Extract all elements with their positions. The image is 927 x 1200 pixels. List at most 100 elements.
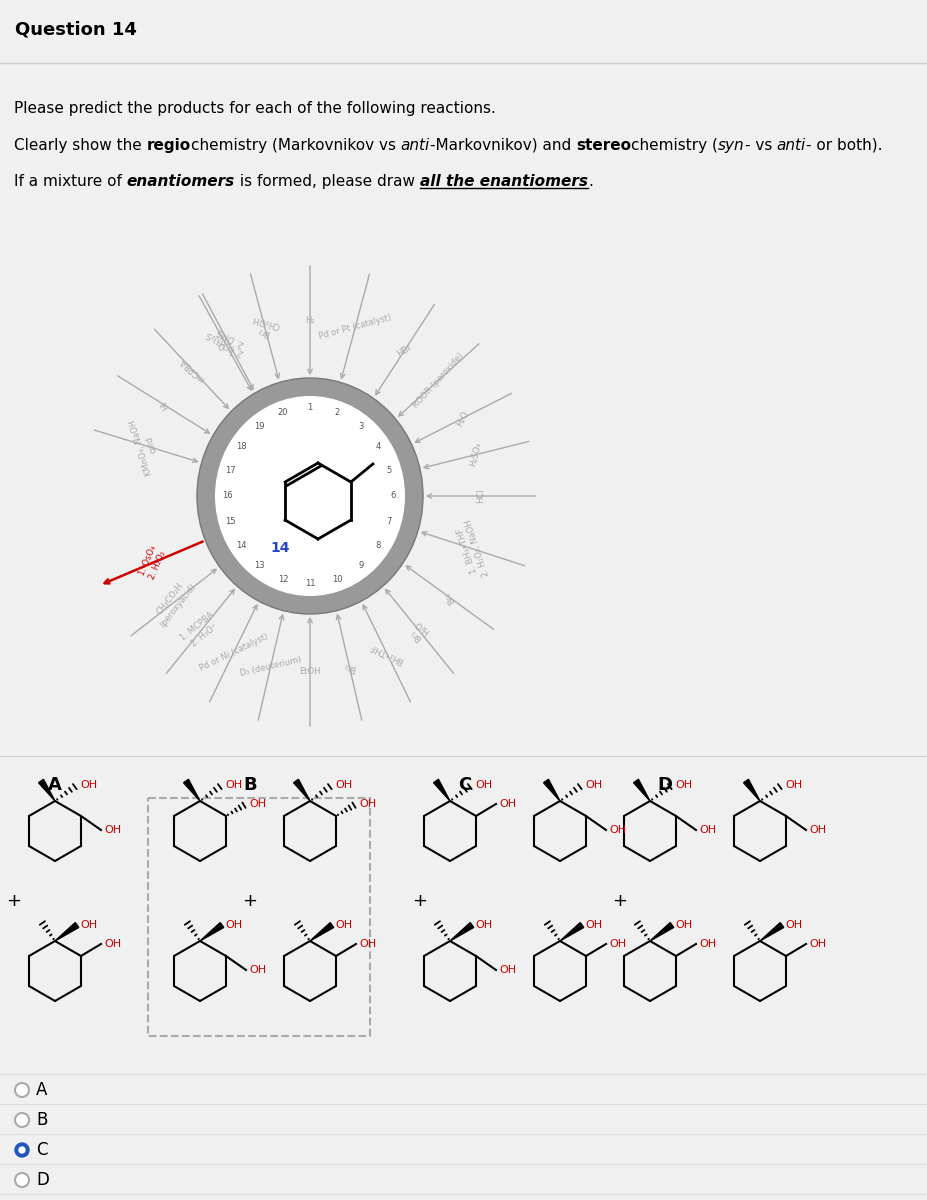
Text: 14: 14 — [270, 541, 289, 554]
Text: A: A — [48, 776, 62, 794]
Text: OH: OH — [608, 938, 626, 949]
Text: Please predict the products for each of the following reactions.: Please predict the products for each of … — [14, 101, 495, 116]
Text: 12: 12 — [277, 575, 288, 583]
Text: 2. (CH₃)₂S: 2. (CH₃)₂S — [205, 330, 246, 358]
Text: OH: OH — [224, 920, 242, 930]
Text: 18: 18 — [236, 442, 247, 451]
Text: 11: 11 — [304, 580, 315, 588]
Text: +: + — [242, 892, 257, 910]
Text: Clearly show the: Clearly show the — [14, 138, 146, 152]
Text: Br₂: Br₂ — [441, 589, 456, 605]
Polygon shape — [293, 779, 310, 802]
Text: 1: 1 — [307, 403, 312, 413]
Text: mCPBA: mCPBA — [177, 355, 206, 383]
Text: OH: OH — [584, 780, 602, 790]
Text: 7: 7 — [387, 517, 391, 527]
Polygon shape — [450, 923, 474, 941]
Ellipse shape — [197, 378, 423, 614]
Text: .: . — [587, 174, 592, 188]
Text: 10: 10 — [332, 575, 342, 583]
Circle shape — [19, 1147, 25, 1153]
Circle shape — [15, 1174, 29, 1187]
Text: Question 14: Question 14 — [15, 20, 136, 38]
Text: BH₃•THF: BH₃•THF — [368, 641, 404, 665]
Text: OH: OH — [104, 938, 121, 949]
Text: OH: OH — [248, 965, 266, 974]
Polygon shape — [200, 923, 223, 941]
Text: regio: regio — [146, 138, 191, 152]
Text: 17: 17 — [225, 466, 235, 475]
Text: 15: 15 — [225, 517, 235, 527]
Text: OH: OH — [698, 938, 716, 949]
Text: 20: 20 — [277, 408, 288, 418]
Text: A: A — [36, 1081, 47, 1099]
Polygon shape — [55, 923, 79, 941]
Text: 6: 6 — [390, 492, 395, 500]
Text: KMnO₄, NaOH
cold: KMnO₄, NaOH cold — [129, 415, 164, 476]
Text: 5: 5 — [387, 466, 391, 475]
Text: -Markovnikov) and: -Markovnikov) and — [429, 138, 576, 152]
Text: 1. BH₃•THF
2. H₂O₂, NaOH: 1. BH₃•THF 2. H₂O₂, NaOH — [453, 517, 490, 581]
Text: 1. OsO₄
2. H₂O₂: 1. OsO₄ 2. H₂O₂ — [137, 545, 167, 581]
Text: 2: 2 — [334, 408, 339, 418]
Text: OH: OH — [698, 826, 716, 835]
Text: anti: anti — [400, 138, 429, 152]
Text: 1. MCPBA
2. H₃O⁺: 1. MCPBA 2. H₃O⁺ — [179, 611, 222, 652]
Text: syn: syn — [717, 138, 743, 152]
Text: OH: OH — [674, 780, 692, 790]
Text: 8: 8 — [375, 541, 381, 551]
Text: OH: OH — [584, 920, 602, 930]
Text: OH: OH — [784, 920, 801, 930]
Text: OH: OH — [335, 780, 351, 790]
Text: B: B — [243, 776, 257, 794]
Text: C: C — [36, 1141, 47, 1159]
Text: If a mixture of: If a mixture of — [14, 174, 127, 188]
Text: 3: 3 — [358, 421, 363, 431]
Text: OH: OH — [608, 826, 626, 835]
Text: OH: OH — [784, 780, 801, 790]
Text: EtOH: EtOH — [298, 667, 321, 676]
Text: Br₂
CH₃OH: Br₂ CH₃OH — [248, 313, 281, 340]
Text: D₂ (deuterium): D₂ (deuterium) — [239, 655, 302, 678]
Text: Br₂: Br₂ — [342, 661, 356, 672]
Text: H₂O: H₂O — [454, 409, 470, 427]
Text: anti: anti — [776, 138, 806, 152]
Text: Pd or Ni (catalyst): Pd or Ni (catalyst) — [197, 632, 269, 673]
Text: HCl: HCl — [476, 488, 485, 503]
Polygon shape — [543, 779, 559, 802]
Text: OH: OH — [80, 920, 97, 930]
Text: Pd or Pt (catalyst): Pd or Pt (catalyst) — [318, 313, 392, 341]
Ellipse shape — [215, 396, 404, 596]
Circle shape — [15, 1082, 29, 1097]
Text: OH: OH — [475, 780, 491, 790]
Text: D: D — [36, 1171, 49, 1189]
Text: H₂: H₂ — [305, 316, 314, 325]
Polygon shape — [759, 923, 783, 941]
Text: 9: 9 — [358, 562, 362, 570]
Text: all the enantiomers: all the enantiomers — [419, 174, 587, 188]
Text: 13: 13 — [254, 562, 264, 570]
Polygon shape — [433, 779, 450, 802]
Text: CH₃CO₂H
(peroxyacid): CH₃CO₂H (peroxyacid) — [150, 575, 198, 629]
Text: 19: 19 — [254, 421, 264, 431]
Circle shape — [15, 1114, 29, 1127]
Text: 1. O₃
2. DMS: 1. O₃ 2. DMS — [210, 326, 246, 358]
Text: C: C — [458, 776, 471, 794]
Text: 14: 14 — [236, 541, 247, 551]
Text: OH: OH — [80, 780, 97, 790]
Text: +: + — [413, 892, 427, 910]
Text: OH: OH — [104, 826, 121, 835]
Text: +: + — [612, 892, 627, 910]
Text: H₂SO₄: H₂SO₄ — [468, 442, 483, 468]
Polygon shape — [39, 779, 55, 802]
Text: ROOR (peroxide): ROOR (peroxide) — [411, 352, 465, 410]
Text: chemistry (: chemistry ( — [630, 138, 717, 152]
Text: OH: OH — [224, 780, 242, 790]
Text: stereo: stereo — [576, 138, 630, 152]
Text: OH: OH — [808, 826, 825, 835]
Polygon shape — [743, 779, 759, 802]
Text: HI: HI — [158, 398, 171, 412]
Text: OH: OH — [499, 965, 515, 974]
Text: - vs: - vs — [743, 138, 776, 152]
Text: - or both).: - or both). — [806, 138, 882, 152]
